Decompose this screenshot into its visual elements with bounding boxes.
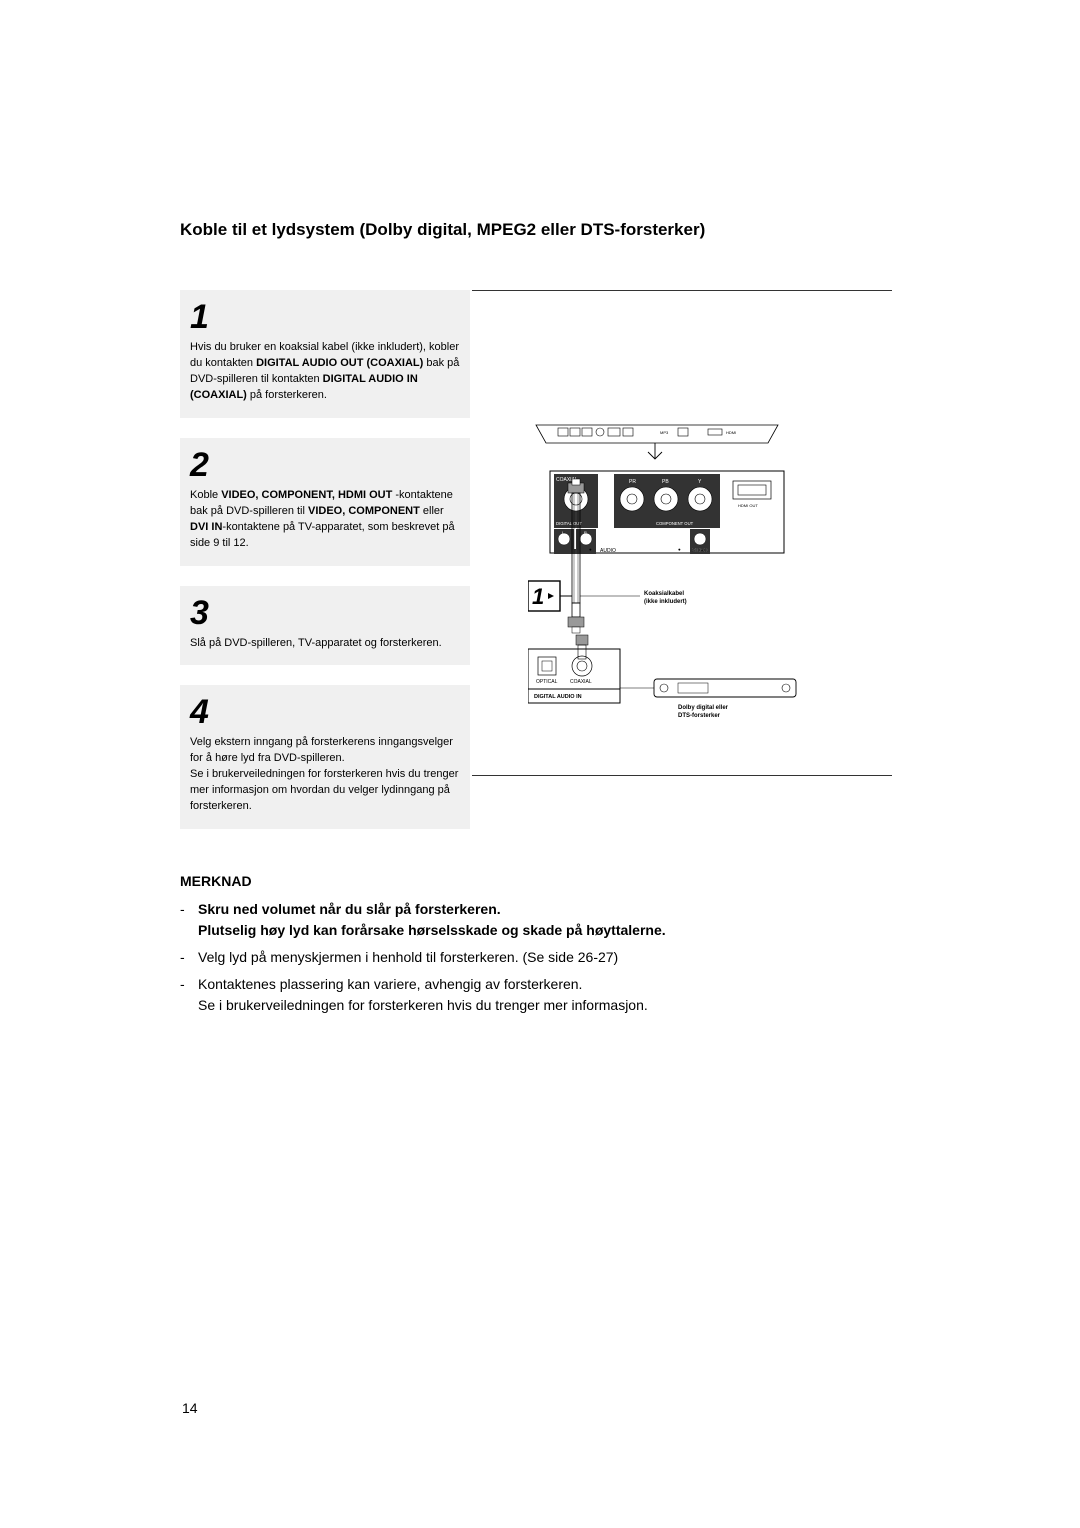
note-text: Skru ned volumet når du slår på forsterk… [198,899,900,941]
svg-text:(ikke inkludert): (ikke inkludert) [644,599,687,605]
notes-list: - Skru ned volumet når du slår på forste… [180,899,900,1016]
svg-text:●: ● [589,547,592,552]
note-text: Kontaktenes plassering kan variere, avhe… [198,974,900,1016]
svg-text:PR: PR [629,479,636,485]
bullet-dash: - [180,899,198,941]
amplifier-inputs: OPTICAL COAXIAL DIGITAL AUDIO IN [528,635,620,703]
amplifier-device: Dolby digital eller DTS-forsterker [620,679,796,719]
section-title: Koble til et lydsystem (Dolby digital, M… [180,220,900,240]
notes-block: MERKNAD - Skru ned volumet når du slår p… [180,849,900,1016]
svg-text:PB: PB [662,479,669,485]
svg-text:COAXIAL: COAXIAL [570,679,592,685]
svg-text:HDMI OUT: HDMI OUT [738,503,758,508]
step-1-callout: 1 Koaksialkabel (ikke inkludert) [528,581,687,611]
step-body: Slå på DVD-spilleren, TV-apparatet og fo… [190,636,460,652]
connection-diagram: MP3 HDMI COAXIAL DIGITAL OUT [528,421,813,751]
divider-bottom [472,775,892,776]
svg-text:COMPONENT OUT: COMPONENT OUT [656,521,694,526]
step-number: 3 [190,596,460,630]
bullet-dash: - [180,947,198,968]
note-item: - Velg lyd på menyskjermen i henhold til… [180,947,900,968]
svg-text:1: 1 [532,584,544,609]
svg-text:MP3: MP3 [660,430,669,435]
svg-text:DIGITAL OUT: DIGITAL OUT [556,521,582,526]
svg-text:Koaksialkabel: Koaksialkabel [644,591,684,597]
step-number: 1 [190,300,460,334]
note-item: - Skru ned volumet når du slår på forste… [180,899,900,941]
dvd-rear-panel: COAXIAL DIGITAL OUT PR PB Y [550,471,784,554]
diagram-column: MP3 HDMI COAXIAL DIGITAL OUT [472,290,902,776]
dvd-top-bar: MP3 HDMI [536,425,778,443]
manual-page: Koble til et lydsystem (Dolby digital, M… [0,0,1080,1528]
note-text: Velg lyd på menyskjermen i henhold til f… [198,947,900,968]
notes-heading: MERKNAD [180,873,900,889]
step-number: 4 [190,695,460,729]
step-3: 3 Slå på DVD-spilleren, TV-apparatet og … [180,586,470,666]
svg-text:Dolby digital eller: Dolby digital eller [678,705,729,711]
svg-text:AUDIO: AUDIO [600,548,616,554]
bullet-dash: - [180,974,198,1016]
svg-text:DIGITAL AUDIO IN: DIGITAL AUDIO IN [534,694,582,700]
step-number: 2 [190,448,460,482]
step-4: 4 Velg ekstern inngang på forsterkerens … [180,685,470,829]
svg-text:HDMI: HDMI [726,430,736,435]
svg-text:VIDEO: VIDEO [692,548,708,554]
svg-text:OPTICAL: OPTICAL [536,679,558,685]
step-body: Velg ekstern inngang på forsterkerens in… [190,735,460,815]
step-body: Hvis du bruker en koaksial kabel (ikke i… [190,340,460,404]
svg-text:DTS-forsterker: DTS-forsterker [678,713,721,719]
steps-column: 1 Hvis du bruker en koaksial kabel (ikke… [180,290,470,849]
cable-lower-plug [568,603,584,633]
svg-text:R: R [584,530,587,535]
divider-top [472,290,892,291]
step-2: 2 Koble VIDEO, COMPONENT, HDMI OUT -kont… [180,438,470,566]
step-body: Koble VIDEO, COMPONENT, HDMI OUT -kontak… [190,488,460,552]
note-item: - Kontaktenes plassering kan variere, av… [180,974,900,1016]
step-1: 1 Hvis du bruker en koaksial kabel (ikke… [180,290,470,418]
page-number: 14 [182,1400,198,1416]
svg-text:●: ● [678,547,681,552]
